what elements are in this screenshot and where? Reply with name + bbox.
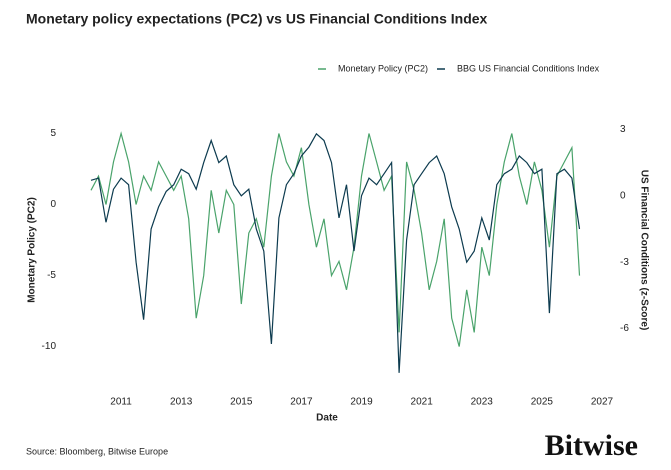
x-tick-label: 2015: [230, 397, 253, 408]
x-tick-label: 2021: [411, 397, 434, 408]
series-line: [90, 132, 581, 373]
y-tick-label: 5: [50, 128, 56, 139]
x-tick-label: 2011: [110, 397, 132, 408]
x-tick-label: 2025: [531, 397, 554, 408]
y-tick-label: -5: [47, 270, 56, 281]
y2-axis-label: US Financial Conditions (z-Score): [638, 170, 649, 331]
y-tick-label: -10: [42, 341, 57, 352]
chart-title: Monetary policy expectations (PC2) vs US…: [26, 11, 488, 27]
source: Source: Bloomberg, Bitwise Europe: [26, 446, 168, 456]
y2-tick-label: 3: [620, 124, 626, 135]
x-tick-label: 2027: [591, 397, 614, 408]
x-tick-label: 2019: [350, 397, 373, 408]
logo: Bitwise: [545, 429, 638, 462]
x-tick-label: 2023: [471, 397, 494, 408]
x-tick-label: 2017: [290, 397, 313, 408]
y-axis-label: Monetary Policy (PC2): [27, 197, 38, 303]
legend-label: BBG US Financial Conditions Index: [457, 63, 600, 73]
y2-tick-label: 0: [620, 190, 626, 201]
legend-label: Monetary Policy (PC2): [338, 63, 428, 73]
x-axis-label: Date: [316, 413, 338, 424]
y2-tick-label: -3: [620, 257, 629, 268]
x-tick-label: 2013: [170, 397, 193, 408]
y2-tick-label: -6: [620, 323, 629, 334]
y-tick-label: 0: [50, 199, 56, 210]
series-line: [90, 131, 581, 347]
